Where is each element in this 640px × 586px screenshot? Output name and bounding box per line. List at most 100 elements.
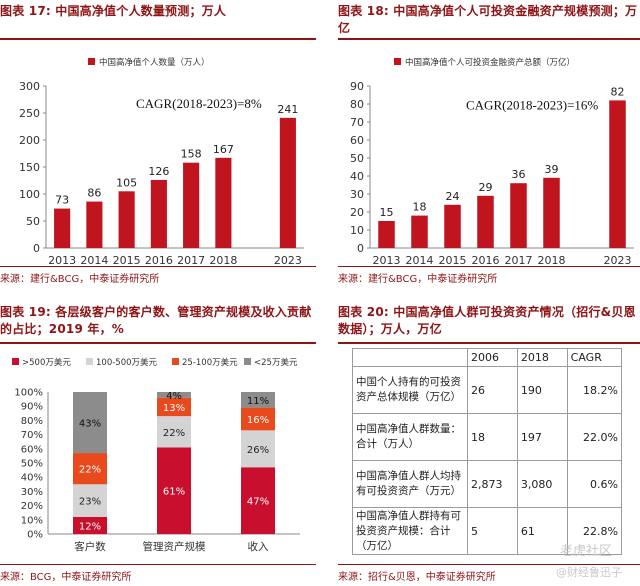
- chart-17-x-tick-label: 2015: [113, 254, 141, 267]
- chart-17-bottom-rule: [0, 266, 316, 267]
- table-20-cell: 0.6%: [566, 460, 623, 508]
- chart-19-x-tick-label: 客户数: [74, 540, 106, 553]
- chart-19-svg: >500万美元 100-500万美元 25-100万美元 <25万美元 0% 10% 20%…: [12, 357, 300, 553]
- table-20-cell: 3,080: [516, 460, 568, 508]
- chart-19-data-label: 22%: [79, 465, 101, 476]
- chart-18-bar: [444, 204, 461, 248]
- chart-17-ytick-label: 50: [26, 215, 40, 228]
- chart-18-bar: [510, 183, 527, 248]
- chart-19-legend-swatch: [244, 358, 251, 365]
- chart-17-ytick-label: 300: [19, 80, 40, 93]
- table-20-row: 中国个人持有的可投资资产总体规模（万亿） 26 190 18.2%: [352, 366, 623, 414]
- table-20-source: 来源：招行&贝恩，中泰证券研究所: [338, 572, 496, 583]
- chart-18-bar: [609, 100, 626, 249]
- table-20-title: 图表 20: 中国高净值人群可投资资产情况（招行&贝恩数据）；万人，万亿: [338, 305, 636, 336]
- table-20-top-rule: [338, 342, 640, 344]
- chart-19-bar-segment: [157, 397, 191, 417]
- chart-19-data-label: 26%: [247, 445, 269, 456]
- panel-chart-18: 图表 18: 中国高净值个人可投资金融资产规模预测；万亿 中国高净值个人可投资金…: [338, 0, 640, 290]
- chart-18-bar-value-label: 29: [479, 181, 493, 194]
- table-20-bottom-rule: [338, 564, 640, 565]
- chart-19-ytick-label: 90%: [21, 402, 43, 413]
- chart-19-data-label: 13%: [163, 403, 185, 414]
- chart-19-data-label: 43%: [79, 419, 101, 430]
- chart-19-bar-segment: [73, 484, 107, 517]
- chart-17-source: 来源：建行&BCG，中泰证券研究所: [0, 274, 160, 285]
- chart-18-bottom-rule: [338, 266, 640, 267]
- chart-17-ytick-label: 150: [19, 161, 40, 174]
- table-20-cell: 197: [516, 413, 568, 461]
- table-20-row: 中国高净值人群持有可投资资产规模：合计（万亿） 5 61 22.8%: [352, 507, 623, 555]
- chart-19-bar-segment: [73, 453, 107, 485]
- chart-19-data-label: 47%: [247, 497, 269, 508]
- chart-19-x-tick-label: 收入: [248, 540, 269, 553]
- chart-18-ytick-label: 90: [350, 80, 364, 93]
- chart-17-x-tick-label: 2023: [274, 254, 302, 267]
- chart-18-bar-value-label: 15: [380, 206, 394, 219]
- chart-19-bar-segment: [157, 447, 191, 534]
- table-20-cell: 18: [467, 413, 518, 461]
- chart-19-bar-segment: [73, 516, 107, 534]
- chart-19-ytick-label: 30%: [21, 487, 43, 498]
- chart-19-legend-label: 100-500万美元: [96, 357, 158, 368]
- chart-18-x-tick-label: 2023: [604, 254, 632, 267]
- chart-18-legend-swatch: [394, 58, 401, 65]
- chart-17: 中国高净值个人数量（万人） 0 50 100 150 200 250 300 73 2013 86 2…: [0, 40, 316, 270]
- table-20-row-label: 中国高净值人群持有可投资资产规模：合计（万亿）: [352, 507, 468, 555]
- table-20-cell: 2,873: [467, 460, 518, 508]
- watermark-logo-text: 老虎社区: [560, 544, 613, 559]
- chart-18-source: 来源：建行&BCG，中泰证券研究所: [338, 274, 498, 285]
- chart-18-ytick-label: 20: [350, 206, 364, 219]
- chart-19-ytick-label: 40%: [21, 473, 43, 484]
- chart-18: 中国高净值个人可投资金融资产总额（万亿） 0 10 20 30 40 50 60 70 80 90 1…: [338, 40, 640, 270]
- chart-19-bar-segment: [241, 392, 275, 408]
- chart-18-x-tick-label: 2016: [472, 254, 500, 267]
- chart-17-x-tick-label: 2017: [177, 254, 205, 267]
- table-20-header-cell: CAGR: [566, 348, 623, 367]
- chart-17-bar: [54, 208, 71, 248]
- chart-18-ytick-label: 50: [350, 152, 364, 165]
- chart-19-ytick-label: 10%: [21, 515, 43, 526]
- chart-19-ytick-label: 60%: [21, 444, 43, 455]
- chart-17-x-tick-label: 2018: [209, 254, 237, 267]
- chart-19-ytick-label: 80%: [21, 416, 43, 427]
- chart-19-data-label: 22%: [163, 428, 185, 439]
- table-20-cell: 22.8%: [566, 507, 623, 555]
- watermark-handle: @财经鲁迅子: [556, 566, 622, 579]
- chart-19-bar-segment: [241, 430, 275, 468]
- chart-17-ytick-label: 250: [19, 107, 40, 120]
- table-20-cell: 190: [516, 366, 568, 414]
- chart-19-title: 图表 19: 各层级客户的客户数、管理资产规模及收入贡献的占比；2019 年，%: [0, 305, 312, 336]
- chart-17-cagr-annotation: CAGR(2018-2023)=8%: [136, 96, 262, 111]
- chart-19-ytick-label: 70%: [21, 430, 43, 441]
- chart-19-data-label: 4%: [166, 391, 182, 402]
- chart-19-ytick-label: 100%: [14, 388, 43, 399]
- chart-17-bar: [150, 179, 167, 248]
- chart-17-bar: [279, 117, 296, 248]
- chart-18-bar-value-label: 39: [545, 163, 559, 176]
- chart-19-top-rule: [0, 342, 316, 344]
- table-20-cell: 26: [467, 366, 518, 414]
- chart-19-bar-segment: [73, 392, 107, 454]
- chart-18-svg: 中国高净值个人可投资金融资产总额（万亿） 0 10 20 30 40 50 60 70 80 90 1…: [350, 57, 634, 267]
- chart-19-ytick-label: 0%: [27, 530, 43, 541]
- panel-table-20: 图表 20: 中国高净值人群可投资资产情况（招行&贝恩数据）；万人，万亿 200…: [338, 302, 640, 586]
- table-20-row-label: 中国高净值人群数量：合计（万人）: [352, 413, 468, 461]
- chart-19-legend-swatch: [12, 358, 19, 365]
- chart-18-x-tick-label: 2017: [505, 254, 533, 267]
- chart-17-legend-swatch: [88, 58, 95, 65]
- chart-19-source: 来源：BCG，中泰证券研究所: [0, 572, 132, 583]
- chart-17-bar-value-label: 167: [213, 143, 234, 156]
- panel-chart-19: 图表 19: 各层级客户的客户数、管理资产规模及收入贡献的占比；2019 年，%…: [0, 302, 316, 586]
- chart-17-top-rule: [0, 38, 316, 40]
- chart-17-bar: [118, 191, 135, 248]
- chart-18-x-tick-label: 2013: [373, 254, 401, 267]
- chart-17-bar-value-label: 158: [181, 148, 202, 161]
- chart-19-bar-segment: [157, 416, 191, 448]
- chart-18-x-tick-label: 2014: [406, 254, 434, 267]
- table-20-header-row: 2006 2018 CAGR: [352, 348, 623, 367]
- chart-18-x-tick-label: 2015: [439, 254, 467, 267]
- chart-19-ytick-label: 50%: [21, 459, 43, 470]
- chart-19-legend-swatch: [86, 358, 93, 365]
- table-20-header-cell: [352, 348, 468, 367]
